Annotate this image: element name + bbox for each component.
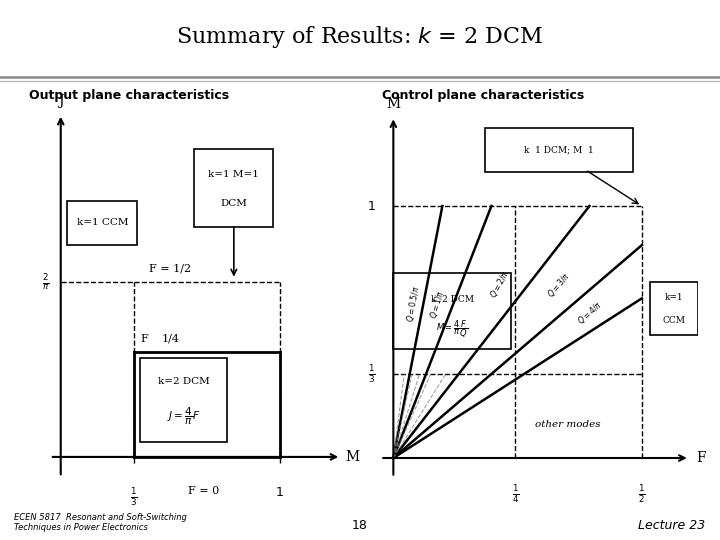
Text: M: M: [346, 450, 360, 464]
Text: Control plane characteristics: Control plane characteristics: [382, 89, 584, 102]
Text: $1$: $1$: [367, 199, 376, 213]
Text: $\frac{1}{3}$: $\frac{1}{3}$: [369, 363, 376, 385]
Text: $M = \dfrac{4}{\pi} \dfrac{F}{Q}$: $M = \dfrac{4}{\pi} \dfrac{F}{Q}$: [436, 319, 469, 340]
Text: k=1 CCM: k=1 CCM: [76, 218, 128, 227]
Text: $\frac{2}{\pi}$: $\frac{2}{\pi}$: [42, 272, 50, 293]
Text: k  1 DCM; M  1: k 1 DCM; M 1: [524, 145, 594, 154]
Text: Lecture 23: Lecture 23: [639, 519, 706, 532]
Text: F = 1/2: F = 1/2: [149, 264, 192, 274]
Text: $\frac{1}{2}$: $\frac{1}{2}$: [638, 483, 646, 505]
Text: other modes: other modes: [535, 420, 600, 429]
FancyBboxPatch shape: [67, 201, 138, 245]
Text: Summary of Results: $k$ = 2 DCM: Summary of Results: $k$ = 2 DCM: [176, 24, 544, 50]
Text: $Q=3/\pi$: $Q=3/\pi$: [545, 269, 573, 300]
Text: DCM: DCM: [220, 199, 247, 208]
Text: k=1 M=1: k=1 M=1: [208, 171, 259, 179]
Text: 18: 18: [352, 519, 368, 532]
Text: M: M: [387, 97, 400, 111]
Text: Output plane characteristics: Output plane characteristics: [29, 89, 229, 102]
Text: F: F: [696, 451, 706, 465]
Text: k=1: k=1: [665, 293, 684, 301]
FancyBboxPatch shape: [650, 281, 698, 335]
FancyBboxPatch shape: [485, 127, 633, 172]
Text: $Q=0.5/\pi$: $Q=0.5/\pi$: [404, 285, 422, 323]
Text: ECEN 5817  Resonant and Soft-Switching
Techniques in Power Electronics: ECEN 5817 Resonant and Soft-Switching Te…: [14, 512, 187, 532]
FancyBboxPatch shape: [194, 148, 274, 227]
Text: $J = \dfrac{4}{\pi} F$: $J = \dfrac{4}{\pi} F$: [167, 406, 200, 427]
FancyBboxPatch shape: [393, 273, 511, 349]
Text: 1/4: 1/4: [161, 334, 179, 343]
Text: J: J: [58, 94, 63, 108]
FancyBboxPatch shape: [140, 358, 228, 442]
Text: F = 0: F = 0: [187, 486, 219, 496]
Text: $\frac{1}{4}$: $\frac{1}{4}$: [512, 483, 519, 505]
Text: $1$: $1$: [276, 486, 284, 499]
Text: $\frac{1}{3}$: $\frac{1}{3}$: [130, 486, 138, 508]
Text: F: F: [140, 334, 148, 343]
Text: $Q=1/\pi$: $Q=1/\pi$: [427, 288, 446, 320]
Text: CCM: CCM: [663, 316, 686, 325]
Text: k  2 DCM: k 2 DCM: [431, 295, 474, 305]
Text: $Q=2/\pi$: $Q=2/\pi$: [488, 268, 513, 300]
Text: $Q=4/\pi$: $Q=4/\pi$: [575, 298, 604, 327]
Text: k=2 DCM: k=2 DCM: [158, 377, 210, 386]
